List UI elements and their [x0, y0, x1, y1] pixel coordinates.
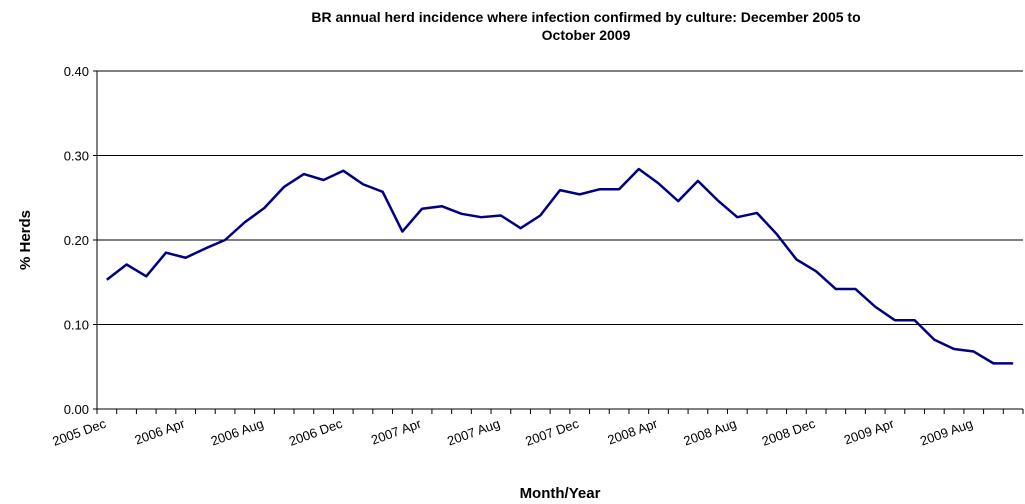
y-tick-label: 0.10 [64, 318, 89, 333]
x-tick-label: 2007 Aug [445, 416, 502, 449]
x-tick-label: 2008 Dec [760, 416, 818, 449]
x-tick-label: 2008 Aug [682, 416, 739, 449]
y-tick-label: 0.20 [64, 233, 89, 248]
x-tick-label: 2006 Dec [287, 416, 345, 449]
x-tick-label: 2009 Apr [842, 415, 897, 447]
data-line [106, 167, 1014, 365]
x-tick-label: 2009 Aug [918, 416, 975, 449]
y-tick-label: 0.40 [64, 64, 89, 79]
x-tick-label: 2007 Dec [523, 416, 581, 449]
chart-title: BR annual herd incidence where infection… [311, 9, 860, 43]
y-tick-label: 0.30 [64, 149, 89, 164]
y-axis-title: % Herds [17, 210, 34, 270]
x-tick-label: 2008 Apr [605, 415, 660, 447]
x-tick-label: 2006 Apr [133, 415, 188, 447]
y-tick-label: 0.00 [64, 402, 89, 417]
x-tick-label: 2006 Aug [209, 416, 266, 449]
x-tick-label: 2005 Dec [50, 416, 108, 449]
x-axis-title: Month/Year [520, 485, 601, 502]
x-tick-label: 2007 Apr [369, 415, 424, 447]
